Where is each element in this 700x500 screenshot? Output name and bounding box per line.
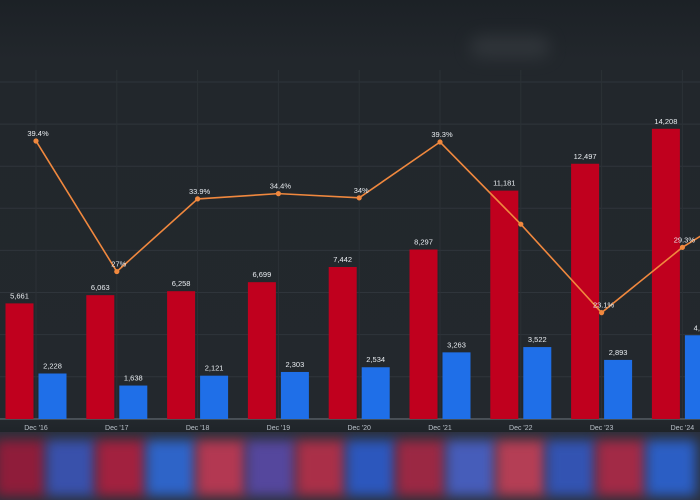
line-series (33, 138, 700, 316)
blue-bar-value-label: 4,1 (694, 323, 700, 332)
x-tick-label: Dec '18 (186, 425, 210, 432)
blue-bar-value-label: 3,522 (528, 335, 547, 344)
bar-series (5, 128, 700, 419)
blurred-color-block (46, 440, 96, 496)
blue-bar-value-label: 2,121 (205, 364, 224, 373)
value-labels: 5,661 2,228 6,063 1,638 6,258 2,121 6,699 2,303… (10, 117, 700, 383)
blue-bar (38, 373, 67, 419)
red-bar (409, 249, 438, 419)
red-bar (5, 303, 34, 419)
line-point-label: 33.9% (189, 187, 211, 196)
blurred-color-block (496, 440, 546, 496)
line-point-label: 27% (111, 260, 126, 269)
red-bar (86, 295, 115, 419)
blurred-color-block (296, 440, 346, 496)
blurred-color-block (246, 440, 296, 496)
line-point-label: 29.3% (674, 235, 696, 244)
top-blurred-region (470, 36, 550, 58)
blurred-color-block (596, 440, 646, 496)
blue-bar (200, 375, 229, 419)
blue-bar-value-label: 3,263 (447, 340, 466, 349)
red-bar-value-label: 8,297 (414, 238, 433, 247)
red-bar-value-label: 5,661 (10, 291, 29, 300)
line-point (356, 195, 362, 201)
blue-bar-value-label: 2,228 (43, 361, 62, 370)
blurred-color-block (0, 440, 46, 496)
line-point (518, 221, 524, 227)
red-bar-value-label: 6,063 (91, 283, 110, 292)
red-bar (571, 163, 600, 419)
x-tick-label: Dec '24 (671, 425, 695, 432)
bottom-blurred-strip (0, 432, 700, 500)
x-tick-label: Dec '19 (267, 425, 291, 432)
red-bar (328, 267, 357, 419)
blurred-color-block (346, 440, 396, 496)
x-tick-label: Dec '17 (105, 425, 129, 432)
red-bar (651, 128, 680, 419)
blue-bar (684, 335, 700, 419)
red-bar (167, 291, 196, 419)
blue-bar-value-label: 2,303 (286, 360, 305, 369)
x-tick-label: Dec '16 (24, 425, 48, 432)
blurred-color-block (646, 440, 696, 496)
line-point (114, 268, 120, 275)
line-point (679, 244, 686, 250)
line-point-label: 39.3% (431, 130, 453, 139)
blurred-color-block (146, 440, 196, 496)
line-point-label: 39.4% (27, 129, 49, 138)
blue-bar (361, 367, 390, 419)
blue-bar (523, 347, 552, 419)
line-point (599, 310, 605, 316)
blue-bar (119, 385, 148, 419)
blue-bar-value-label: 2,893 (609, 348, 628, 357)
line-point-label: 23.1% (593, 301, 615, 310)
x-axis: Dec '16 Dec '17 Dec '18 Dec '19 Dec '20 Dec '… (24, 425, 694, 432)
combo-chart: 5,661 2,228 6,063 1,638 6,258 2,121 6,699 2,303… (0, 70, 700, 432)
blue-bar-value-label: 1,638 (124, 374, 143, 383)
line-point-label: 34.4% (270, 182, 292, 191)
red-bar-value-label: 14,208 (654, 117, 677, 126)
line-path (35, 140, 700, 314)
red-bar-value-label: 6,699 (253, 270, 272, 279)
x-tick-label: Dec '23 (590, 425, 614, 432)
red-bar (247, 282, 276, 419)
line-point (275, 191, 281, 197)
line-point-label: 34% (354, 186, 369, 195)
blurred-color-block (396, 440, 446, 496)
blue-bar (442, 352, 471, 419)
x-tick-label: Dec '21 (428, 425, 452, 432)
red-bar-value-label: 11,181 (493, 179, 515, 188)
line-point (195, 196, 201, 202)
red-bar (490, 190, 519, 419)
x-tick-label: Dec '22 (509, 425, 533, 432)
blue-bar-value-label: 2,534 (366, 355, 385, 364)
line-point (33, 138, 39, 144)
blurred-color-block (446, 440, 496, 496)
blue-bar (604, 359, 633, 419)
blurred-color-block (196, 440, 246, 496)
blue-bar (280, 371, 309, 419)
blurred-color-block (96, 440, 146, 496)
x-tick-label: Dec '20 (347, 425, 371, 432)
red-bar-value-label: 6,258 (172, 279, 191, 288)
red-bar-value-label: 7,442 (333, 255, 352, 264)
blurred-color-block (546, 440, 596, 496)
line-point (437, 139, 443, 145)
red-bar-value-label: 12,497 (574, 152, 597, 161)
